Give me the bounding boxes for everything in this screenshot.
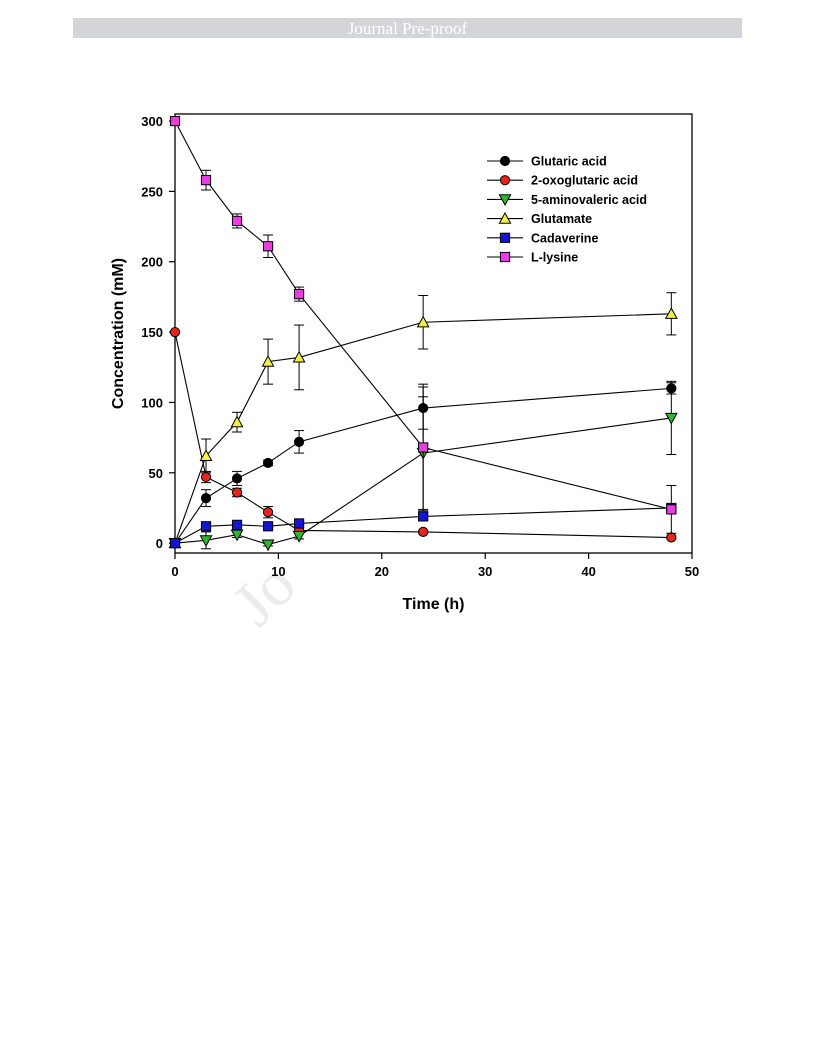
data-point bbox=[200, 493, 212, 504]
data-point bbox=[231, 215, 243, 227]
x-tick-label: 20 bbox=[375, 564, 389, 579]
data-point bbox=[230, 415, 244, 428]
y-tick-label: 150 bbox=[141, 325, 163, 340]
x-tick-label: 10 bbox=[271, 564, 285, 579]
data-point bbox=[262, 241, 274, 252]
data-point bbox=[666, 504, 677, 515]
data-point bbox=[262, 507, 274, 518]
x-tick-label: 50 bbox=[685, 564, 699, 579]
journal-banner: Journal Pre-proof bbox=[73, 18, 742, 38]
data-point bbox=[261, 539, 275, 552]
data-point bbox=[169, 538, 181, 549]
data-point bbox=[231, 473, 243, 484]
x-axis-title: Time (h) bbox=[403, 596, 465, 613]
data-point bbox=[292, 350, 306, 363]
legend-label: L-lysine bbox=[531, 251, 578, 265]
legend-marker bbox=[499, 232, 511, 243]
legend-marker bbox=[499, 175, 511, 186]
data-point bbox=[416, 315, 430, 328]
data-point bbox=[231, 487, 243, 498]
data-point bbox=[199, 535, 213, 547]
data-point bbox=[293, 518, 305, 529]
data-point bbox=[293, 436, 305, 447]
data-point bbox=[293, 289, 305, 300]
series-3 bbox=[168, 292, 678, 549]
legend-marker bbox=[499, 251, 511, 263]
legend-label: 2-oxoglutaric acid bbox=[531, 174, 638, 188]
banner-text: Journal Pre-proof bbox=[347, 19, 468, 38]
legend-marker bbox=[498, 194, 512, 207]
y-tick-label: 100 bbox=[141, 395, 163, 410]
data-point bbox=[664, 412, 678, 425]
series-4 bbox=[169, 502, 677, 549]
data-point bbox=[230, 529, 244, 542]
data-point bbox=[262, 521, 274, 532]
x-tick-label: 0 bbox=[171, 564, 178, 579]
data-point bbox=[418, 511, 429, 522]
y-axis-title: Concentration (mM) bbox=[110, 258, 127, 409]
data-point bbox=[262, 457, 274, 469]
legend: Glutaric acid 2-oxoglutaric acid 5-aminova… bbox=[487, 155, 647, 265]
x-tick-label: 30 bbox=[478, 564, 492, 579]
data-point bbox=[666, 532, 677, 543]
data-point bbox=[664, 307, 678, 319]
legend-marker bbox=[498, 211, 512, 224]
plot-area: 0 10 20 30 40 50 0 50 100 150 200 250 300 Glutaric ac… bbox=[141, 113, 699, 579]
legend-label: 5-aminovaleric acid bbox=[531, 193, 647, 207]
legend-label: Glutaric acid bbox=[531, 155, 607, 169]
series-1 bbox=[169, 326, 677, 543]
data-point bbox=[169, 115, 181, 127]
y-tick-label: 300 bbox=[141, 114, 163, 129]
data-point bbox=[199, 449, 213, 462]
series-5 bbox=[169, 115, 677, 534]
legend-label: Cadaverine bbox=[531, 231, 598, 245]
legend-marker bbox=[499, 155, 511, 167]
data-point bbox=[418, 442, 429, 453]
data-point bbox=[200, 175, 212, 186]
data-point bbox=[292, 531, 306, 543]
x-tick-label: 40 bbox=[581, 564, 595, 579]
y-tick-label: 200 bbox=[141, 255, 163, 270]
data-point bbox=[200, 521, 212, 532]
data-point bbox=[231, 519, 243, 530]
y-tick-label: 50 bbox=[149, 466, 163, 481]
y-tick-label: 0 bbox=[156, 536, 163, 551]
data-point bbox=[200, 471, 212, 483]
y-tick-label: 250 bbox=[141, 184, 163, 199]
data-point bbox=[261, 355, 275, 367]
legend-label: Glutamate bbox=[531, 212, 592, 226]
data-point bbox=[418, 526, 429, 537]
data-point bbox=[169, 326, 181, 338]
